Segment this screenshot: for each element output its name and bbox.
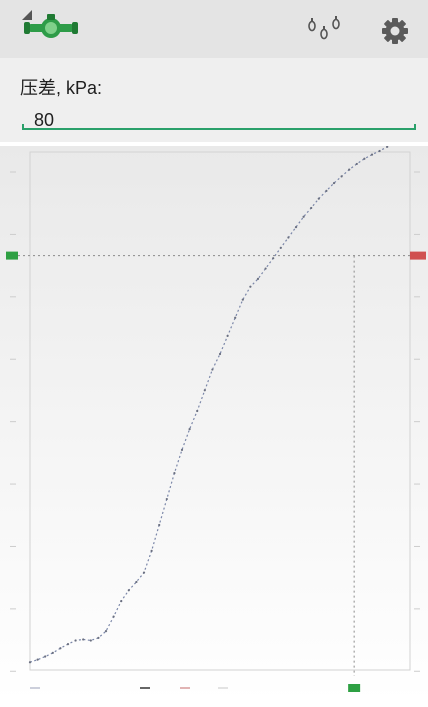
valves-icon (308, 16, 340, 40)
pump-curve-chart[interactable] (0, 135, 428, 702)
pump-selector-button[interactable] (22, 10, 112, 54)
series-point (211, 368, 214, 371)
series-point (173, 472, 176, 475)
series-point (256, 277, 260, 281)
series-point (135, 580, 138, 584)
series-point (287, 236, 290, 239)
app-bar (0, 0, 428, 58)
series-point (348, 168, 351, 171)
series-point (127, 589, 130, 592)
series-point (386, 145, 389, 148)
input-underline (22, 124, 416, 130)
series-point (196, 409, 199, 413)
chart-svg (0, 135, 428, 702)
series-point (355, 162, 358, 166)
settings-button[interactable] (375, 11, 415, 51)
dropdown-triangle-icon (22, 10, 32, 20)
series-point (112, 615, 115, 618)
series-point (310, 206, 313, 210)
series-point (279, 246, 282, 249)
series-point (332, 181, 336, 185)
series-point (36, 658, 39, 661)
series-point (82, 638, 85, 641)
series-point (142, 571, 146, 574)
series-point (180, 448, 184, 451)
series-point (51, 651, 54, 655)
series-point (234, 316, 237, 319)
series-point (294, 226, 298, 229)
series-point (226, 334, 229, 337)
series-point (378, 149, 381, 153)
crosshair-bottom-marker (348, 684, 361, 692)
series-point (264, 267, 267, 270)
series-point (74, 639, 77, 642)
series-point (370, 153, 374, 156)
series-point (104, 630, 108, 633)
series-point (241, 298, 244, 301)
gear-icon (382, 18, 408, 44)
chart-background (0, 146, 428, 702)
series-point (158, 523, 161, 527)
plot-area (29, 151, 411, 671)
series-point (165, 497, 168, 501)
series-point (188, 428, 191, 431)
series-point (97, 636, 100, 639)
series-point (249, 285, 252, 288)
series-point (66, 643, 70, 646)
crosshair-right-marker (410, 251, 426, 260)
series-point (317, 197, 320, 200)
pressure-label: 压差, kPa: (20, 78, 103, 98)
series-point (302, 215, 305, 218)
pressure-input[interactable] (22, 100, 416, 140)
series-point (120, 600, 123, 603)
series-point (272, 257, 275, 260)
crosshair-left-marker (6, 251, 18, 260)
series-point (59, 647, 62, 650)
series-point (218, 352, 222, 356)
series-point (28, 661, 32, 664)
series-point (44, 655, 47, 658)
series-point (89, 639, 92, 642)
series-point (150, 549, 153, 552)
series-point (203, 389, 206, 392)
series-line (29, 135, 411, 663)
series-point (363, 157, 366, 160)
series-point (325, 189, 328, 192)
valves-button[interactable] (304, 12, 344, 48)
pump-logo-icon (24, 14, 78, 38)
series-point (340, 175, 343, 178)
